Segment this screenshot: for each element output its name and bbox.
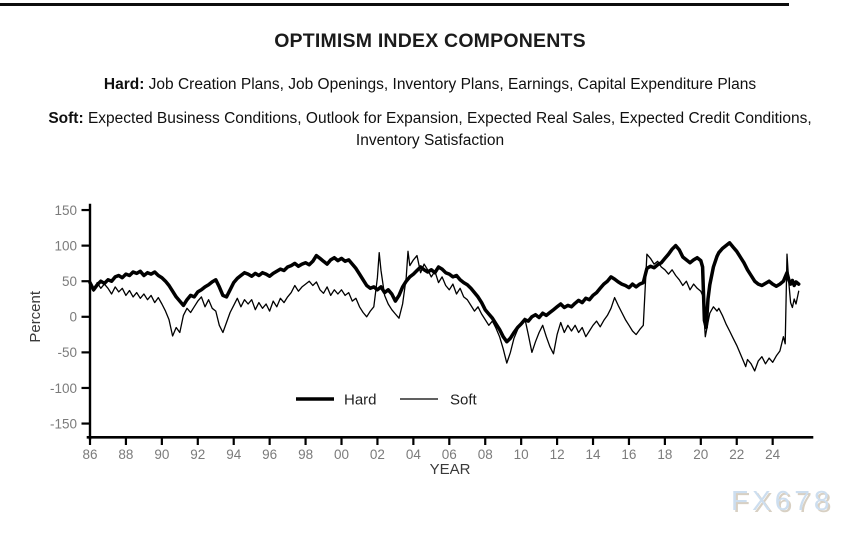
series-soft-line — [89, 250, 800, 372]
x-tick-label: 00 — [334, 447, 349, 462]
legend-soft-label: Soft — [450, 392, 478, 409]
y-tick-label: -50 — [57, 345, 77, 360]
hard-definition: Hard: Job Creation Plans, Job Openings, … — [8, 74, 853, 95]
y-tick-label: -150 — [50, 416, 77, 431]
x-tick-label: 16 — [621, 447, 636, 462]
x-tick-label: 86 — [82, 447, 97, 462]
x-tick-label: 18 — [657, 447, 672, 462]
chart-header: OPTIMISM INDEX COMPONENTS Hard: Job Crea… — [0, 30, 860, 164]
y-tick-label: 50 — [62, 274, 77, 289]
x-axis-title: YEAR — [430, 461, 471, 478]
x-tick-label: 08 — [478, 447, 493, 462]
x-tick-label: 24 — [765, 447, 781, 462]
y-tick-label: 100 — [54, 238, 77, 253]
top-border-line — [0, 3, 789, 6]
x-tick-label: 94 — [226, 447, 242, 462]
soft-definition-items: Expected Business Conditions, Outlook fo… — [87, 110, 812, 149]
x-tick-label: 02 — [370, 447, 385, 462]
hard-definition-label: Hard: — [103, 76, 145, 93]
x-tick-label: 20 — [693, 447, 708, 462]
hard-definition-items: Job Creation Plans, Job Openings, Invent… — [148, 76, 757, 93]
soft-definition-label: Soft: — [48, 110, 84, 128]
x-tick-label: 90 — [154, 447, 169, 462]
x-tick-label: 92 — [190, 447, 205, 462]
x-tick-label: 12 — [550, 447, 565, 462]
x-tick-label: 98 — [298, 447, 313, 462]
legend: Hard Soft — [296, 392, 478, 409]
x-tick-label: 06 — [442, 447, 457, 462]
y-tick-label: 0 — [69, 310, 77, 325]
watermark: FX678 — [731, 485, 834, 516]
x-tick-label: 14 — [586, 447, 602, 462]
x-tick-label: 04 — [406, 447, 422, 462]
y-axis-ticks: 150 100 50 0 -50 -100 -150 — [50, 203, 90, 431]
soft-definition: Soft: Expected Business Conditions, Outl… — [45, 108, 815, 151]
x-tick-label: 88 — [118, 447, 133, 462]
x-axis-ticks: 86 88 90 92 94 96 98 00 02 04 06 08 10 12 14 16 18 20 22 24 — [82, 437, 781, 462]
y-axis-title: Percent — [27, 290, 44, 343]
x-tick-label: 10 — [514, 447, 529, 462]
y-tick-label: 150 — [54, 203, 77, 218]
y-tick-label: -100 — [50, 381, 77, 396]
page-title: OPTIMISM INDEX COMPONENTS — [274, 30, 586, 52]
x-tick-label: 22 — [729, 447, 744, 462]
series-hard-line — [88, 241, 801, 344]
legend-hard-label: Hard — [344, 392, 377, 409]
x-tick-label: 96 — [262, 447, 277, 462]
